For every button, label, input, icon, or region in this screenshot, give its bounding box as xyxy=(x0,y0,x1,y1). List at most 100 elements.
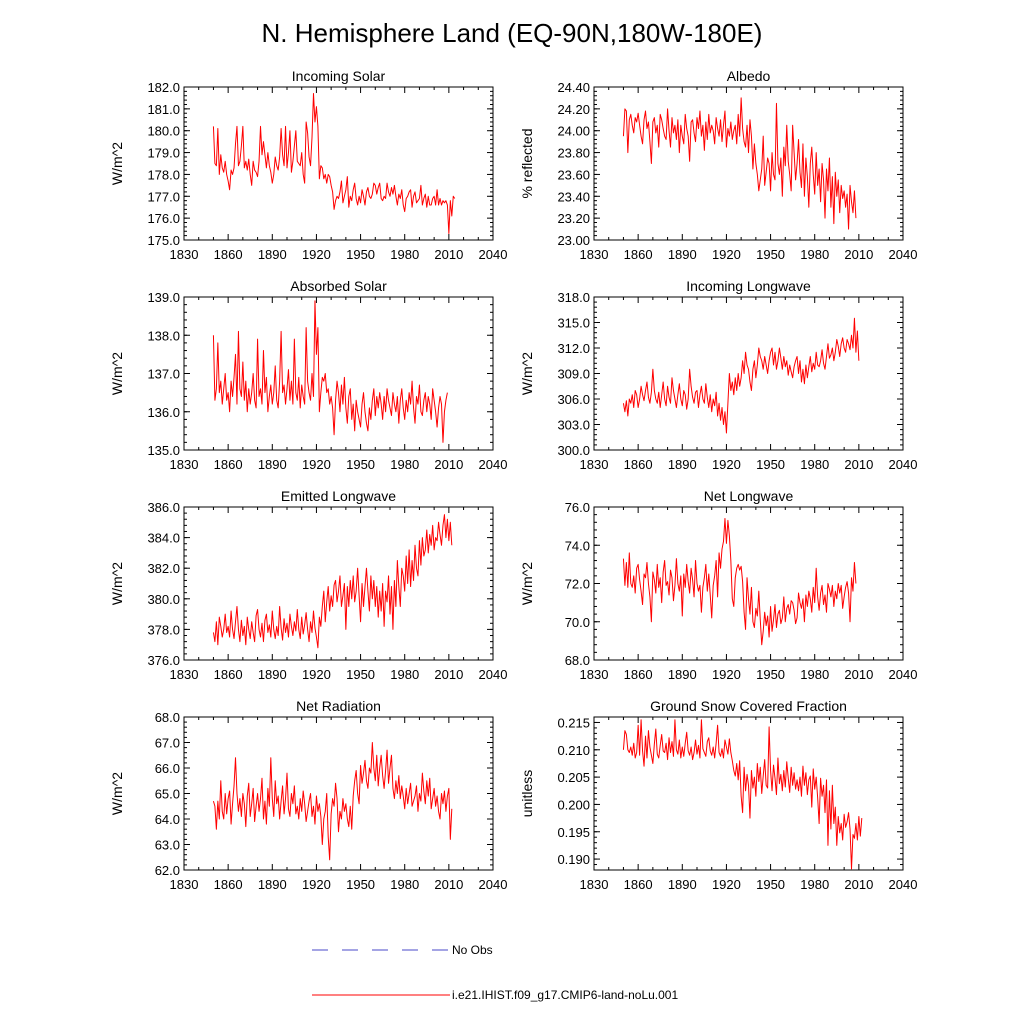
x-tick-label: 1950 xyxy=(346,877,375,892)
y-axis-label: W/m^2 xyxy=(519,562,535,605)
panel-title: Incoming Solar xyxy=(292,68,386,84)
y-tick-label: 63.0 xyxy=(155,838,180,853)
y-axis: 376.0 378.0 380.0 382.0 384.0 386.0 xyxy=(147,500,493,668)
x-tick-label: 1920 xyxy=(302,247,331,262)
y-axis: 62.0 63.0 64.0 65.0 66.0 67.0 68.0 xyxy=(155,710,493,878)
x-tick-label: 1830 xyxy=(580,877,609,892)
y-tick-label: 68.0 xyxy=(565,653,590,668)
y-tick-label: 64.0 xyxy=(155,812,180,827)
y-axis: 23.00 23.20 23.40 23.60 23.80 24.00 24.20 24.40 xyxy=(557,80,903,248)
x-tick-label: 1950 xyxy=(756,247,785,262)
y-tick-label: 376.0 xyxy=(147,653,180,668)
y-axis-label: W/m^2 xyxy=(109,772,125,815)
legend-label-model: i.e21.IHIST.f09_g17.CMIP6-land-noLu.001 xyxy=(452,988,678,1002)
x-tick-label: 2010 xyxy=(844,247,873,262)
y-axis-label: W/m^2 xyxy=(109,142,125,185)
y-tick-label: 23.60 xyxy=(557,167,590,182)
legend: No Obs i.e21.IHIST.f09_g17.CMIP6-land-no… xyxy=(312,943,678,1002)
x-axis: 1830 1860 1890 1920 1950 1980 2010 2040 xyxy=(170,507,508,682)
y-tick-label: 62.0 xyxy=(155,863,180,878)
x-tick-label: 1860 xyxy=(624,247,653,262)
plot-frame xyxy=(183,506,494,661)
y-tick-label: 67.0 xyxy=(155,736,180,751)
y-tick-label: 65.0 xyxy=(155,787,180,802)
x-tick-label: 1890 xyxy=(668,247,697,262)
y-tick-label: 23.80 xyxy=(557,146,590,161)
x-tick-label: 1830 xyxy=(170,247,199,262)
panel-title: Net Longwave xyxy=(704,488,794,504)
x-tick-label: 2040 xyxy=(889,667,918,682)
y-tick-label: 0.190 xyxy=(557,852,590,867)
panel-ground-snow-covered-fraction: Ground Snow Covered Fraction 1830 1860 1890… xyxy=(519,698,917,892)
series-line-0 xyxy=(622,97,857,230)
legend-label-no-obs: No Obs xyxy=(452,943,493,957)
y-tick-label: 24.00 xyxy=(557,124,590,139)
y-axis: 0.190 0.195 0.200 0.205 0.210 0.215 xyxy=(557,715,903,871)
x-tick-label: 1950 xyxy=(756,877,785,892)
y-tick-label: 23.20 xyxy=(557,211,590,226)
y-tick-label: 139.0 xyxy=(147,290,180,305)
panel-title: Absorbed Solar xyxy=(290,278,387,294)
figure-title: N. Hemisphere Land (EQ-90N,180W-180E) xyxy=(262,18,763,48)
y-axis-label: % reflected xyxy=(519,128,535,198)
y-tick-label: 180.0 xyxy=(147,124,180,139)
x-tick-label: 2040 xyxy=(889,877,918,892)
plot-frame xyxy=(183,296,494,451)
x-tick-label: 1890 xyxy=(258,877,287,892)
y-tick-label: 382.0 xyxy=(147,561,180,576)
y-tick-label: 0.210 xyxy=(557,743,590,758)
panel-title: Albedo xyxy=(727,68,771,84)
y-tick-label: 0.200 xyxy=(557,797,590,812)
y-tick-label: 176.0 xyxy=(147,211,180,226)
y-tick-label: 74.0 xyxy=(565,538,590,553)
x-tick-label: 1920 xyxy=(712,667,741,682)
y-tick-label: 68.0 xyxy=(155,710,180,725)
x-axis: 1830 1860 1890 1920 1950 1980 2010 2040 xyxy=(170,297,507,472)
plot-frame xyxy=(183,86,494,241)
x-tick-label: 1890 xyxy=(668,667,697,682)
x-tick-label: 1950 xyxy=(346,247,375,262)
x-axis: 1830 1860 1890 1920 1950 1980 2010 2040 xyxy=(170,717,507,892)
x-tick-label: 1950 xyxy=(756,667,785,682)
panel-title: Net Radiation xyxy=(296,698,381,714)
x-tick-label: 2040 xyxy=(889,457,918,472)
x-tick-label: 1920 xyxy=(302,667,331,682)
y-axis: 135.0 136.0 137.0 138.0 139.0 xyxy=(147,290,493,458)
y-tick-label: 24.20 xyxy=(557,102,590,117)
plot-frame xyxy=(183,716,494,871)
x-tick-label: 1980 xyxy=(800,667,829,682)
x-tick-label: 1890 xyxy=(668,877,697,892)
y-tick-label: 303.0 xyxy=(557,418,590,433)
x-tick-label: 2010 xyxy=(844,667,873,682)
x-tick-label: 1830 xyxy=(170,877,199,892)
x-tick-label: 2040 xyxy=(479,667,508,682)
x-tick-label: 1920 xyxy=(712,457,741,472)
y-tick-label: 0.195 xyxy=(557,825,590,840)
x-tick-label: 1890 xyxy=(258,457,287,472)
x-tick-label: 1860 xyxy=(214,877,243,892)
x-tick-label: 1920 xyxy=(712,247,741,262)
y-tick-label: 23.00 xyxy=(557,233,590,248)
x-tick-label: 1980 xyxy=(390,877,419,892)
x-tick-label: 1890 xyxy=(258,247,287,262)
y-tick-label: 309.0 xyxy=(557,367,590,382)
x-tick-label: 2040 xyxy=(889,247,918,262)
x-tick-label: 1950 xyxy=(346,667,375,682)
x-tick-label: 1980 xyxy=(800,457,829,472)
y-tick-label: 181.0 xyxy=(147,102,180,117)
plot-frame xyxy=(593,86,904,241)
x-tick-label: 1860 xyxy=(214,247,243,262)
y-tick-label: 0.205 xyxy=(557,770,590,785)
x-tick-label: 1980 xyxy=(390,457,419,472)
panel-title: Incoming Longwave xyxy=(686,278,811,294)
x-tick-label: 1980 xyxy=(800,877,829,892)
y-axis: 68.0 70.0 72.0 74.0 76.0 xyxy=(565,500,903,668)
y-tick-label: 318.0 xyxy=(557,290,590,305)
y-tick-label: 306.0 xyxy=(557,392,590,407)
panel-net-radiation: Net Radiation 1830 1860 1890 1920 1950 1980 201… xyxy=(109,698,507,892)
y-axis: 300.0 303.0 306.0 309.0 312.0 315.0 318.0 xyxy=(557,290,903,458)
y-tick-label: 312.0 xyxy=(557,341,590,356)
series-line-0 xyxy=(622,719,863,870)
